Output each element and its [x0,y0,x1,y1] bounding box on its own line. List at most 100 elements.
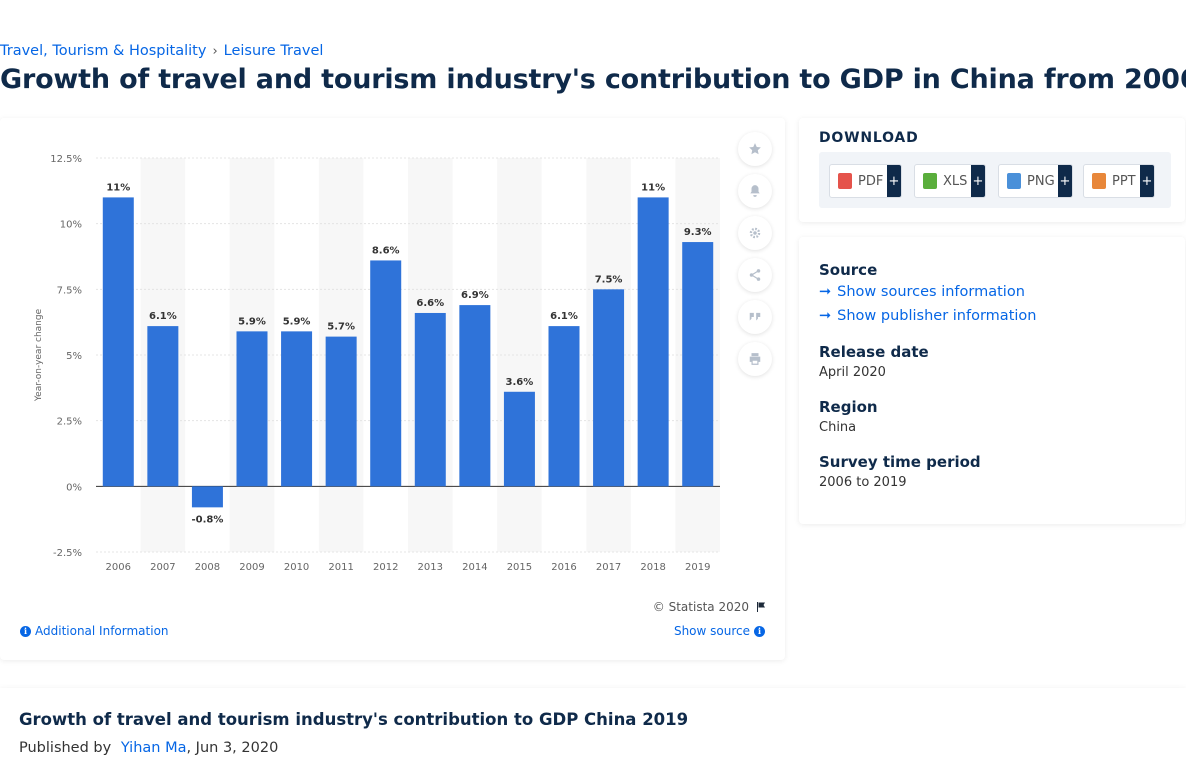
bar-2017 [593,289,625,487]
region-heading: Region [819,398,878,416]
favorite-button[interactable] [738,132,772,166]
x-tick-label: 2019 [685,562,710,573]
show-sources-label: Show sources information [837,284,1025,300]
star-icon [749,143,761,155]
data-label: 5.9% [238,316,266,327]
additional-info-link[interactable]: i Additional Information [20,624,169,638]
download-xls-label: XLS [943,173,968,189]
download-xls-button[interactable]: XLS + [914,164,986,198]
bar-2007 [147,326,179,487]
x-tick-label: 2011 [328,562,353,573]
plus-icon: + [1140,165,1154,197]
arrow-right-icon: ➞ [819,284,832,300]
show-publisher-link[interactable]: ➞ Show publisher information [819,308,1036,324]
x-tick-label: 2013 [418,562,443,573]
share-icon [749,269,761,281]
bell-icon [750,185,760,197]
x-tick-label: 2008 [195,562,220,573]
breadcrumb-item-travel[interactable]: Travel, Tourism & Hospitality [0,43,207,59]
author-link[interactable]: Yihan Ma [120,740,187,756]
plus-icon: + [971,165,985,197]
download-png-button[interactable]: PNG + [998,164,1073,198]
show-source-label: Show source [673,624,750,638]
y-tick-label: 12.5% [50,154,82,165]
survey-period-value: 2006 to 2019 [819,475,907,490]
bar-2016 [548,326,580,487]
x-tick-label: 2017 [596,562,621,573]
settings-button[interactable] [738,216,772,250]
arrow-right-icon: ➞ [819,308,832,324]
publication-title: Growth of travel and tourism industry's … [19,710,689,729]
plus-icon: + [887,165,901,197]
y-tick-label: 7.5% [57,285,82,296]
bar-2009 [236,331,268,487]
download-card: DOWNLOAD PDF + XLS + PNG + PPT + [799,118,1185,222]
statistic-info-card: Source ➞ Show sources information ➞ Show… [799,237,1185,524]
flag-icon[interactable] [755,601,767,613]
show-sources-link[interactable]: ➞ Show sources information [819,284,1025,300]
breadcrumb-item-leisure[interactable]: Leisure Travel [223,43,324,59]
cite-button[interactable] [738,300,772,334]
breadcrumb-separator: › [212,43,218,59]
release-date-value: April 2020 [819,365,886,380]
data-label: 5.9% [283,316,311,327]
data-label: 6.6% [416,298,444,309]
x-tick-label: 2015 [507,562,532,573]
notification-button[interactable] [738,174,772,208]
x-tick-label: 2014 [462,562,487,573]
download-ppt-button[interactable]: PPT + [1083,164,1155,198]
download-png-label: PNG [1027,173,1055,189]
bar-chart: -2.5% 0% 2.5% 5% 7.5% 10% 12.5% Year-on-year ch… [34,154,720,573]
data-label: 6.1% [550,311,578,322]
data-label: 11% [641,182,665,193]
download-panel: PDF + XLS + PNG + PPT + [819,152,1171,208]
y-tick-label: 0% [66,482,82,493]
survey-period-heading: Survey time period [819,453,981,471]
data-label: 5.7% [327,322,355,333]
x-tick-label: 2012 [373,562,398,573]
bar-2008 [191,486,223,508]
x-tick-label: 2016 [551,562,576,573]
download-pdf-button[interactable]: PDF + [829,164,902,198]
ppt-file-icon [1092,173,1106,189]
x-tick-label: 2007 [150,562,175,573]
info-icon: i [20,625,31,637]
data-label: -0.8% [191,514,223,525]
show-publisher-label: Show publisher information [837,308,1037,324]
bar-2013 [414,312,446,487]
download-pdf-label: PDF [858,173,884,189]
print-icon [749,353,761,365]
bar-2014 [459,305,491,487]
xls-file-icon [923,173,937,189]
pdf-file-icon [838,173,852,189]
quote-icon [749,312,761,321]
x-tick-label: 2006 [106,562,131,573]
download-title: DOWNLOAD [819,130,919,146]
data-label: 6.9% [461,290,489,301]
bar-2015 [503,391,535,487]
show-source-link[interactable]: Show source i [674,624,765,638]
bar-2006 [102,197,134,487]
print-button[interactable] [738,342,772,376]
download-ppt-label: PPT [1112,173,1136,189]
y-tick-label: 2.5% [57,417,82,428]
gear-icon [749,227,761,239]
chart-card: -2.5% 0% 2.5% 5% 7.5% 10% 12.5% Year-on-year ch… [0,118,785,660]
region-value: China [819,420,857,435]
x-tick-label: 2009 [239,562,264,573]
data-label: 7.5% [595,274,623,285]
column-band [497,158,542,552]
data-label: 6.1% [149,311,177,322]
additional-info-label: Additional Information [35,624,169,638]
publication-byline: Published by Yihan Ma, Jun 3, 2020 [19,740,278,756]
release-date-heading: Release date [819,343,929,361]
x-tick-label: 2010 [284,562,309,573]
source-heading: Source [819,261,878,279]
x-tick-label: 2018 [640,562,665,573]
publication-date: , Jun 3, 2020 [186,740,279,756]
bar-2019 [682,242,714,487]
y-tick-label: 5% [66,351,82,362]
data-label: 3.6% [506,377,534,388]
share-button[interactable] [738,258,772,292]
data-label: 11% [106,182,130,193]
